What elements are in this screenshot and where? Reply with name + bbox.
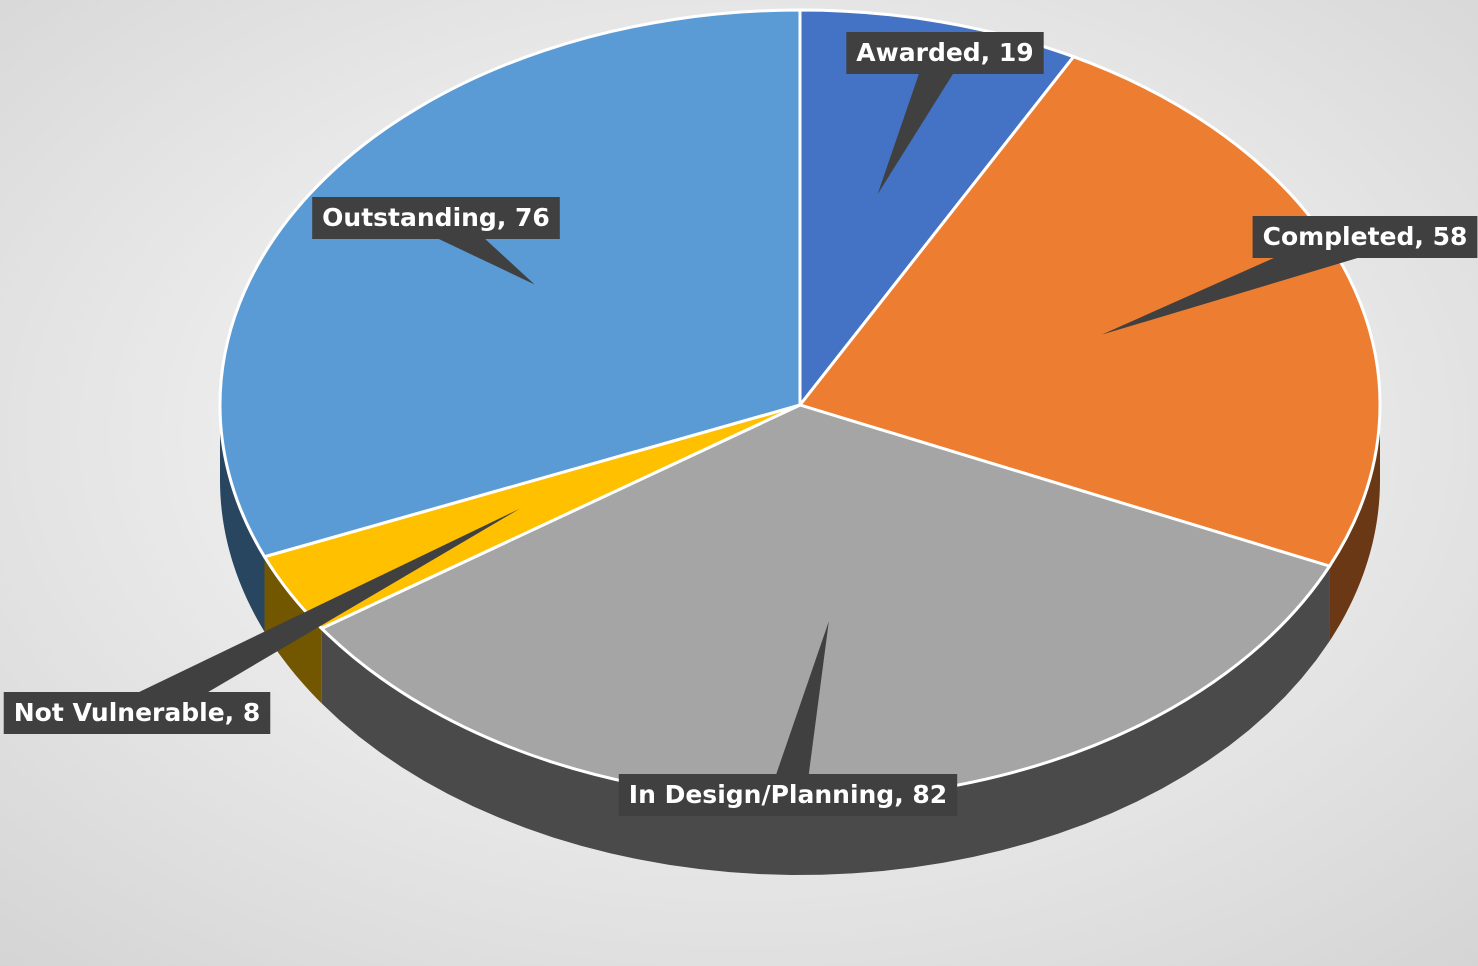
data-label-text: Not Vulnerable, 8: [14, 698, 261, 727]
label-box: [3, 692, 271, 734]
data-label-text: Awarded, 19: [856, 38, 1033, 67]
pie-side: [220, 405, 265, 632]
data-label: Not Vulnerable, 8: [3, 508, 520, 734]
data-label-text: Completed, 58: [1263, 222, 1468, 251]
data-label-text: Outstanding, 76: [322, 203, 550, 232]
data-labels: Awarded, 19 Completed, 58 In Design/Planni…: [3, 32, 1478, 816]
data-label: Outstanding, 76: [312, 197, 560, 285]
label-callout: [770, 621, 829, 800]
pie-tops: [218, 8, 1382, 802]
data-label: Awarded, 19: [846, 32, 1044, 195]
pie-side: [321, 566, 1330, 875]
label-box: [846, 32, 1044, 74]
data-label-text: In Design/Planning, 82: [629, 780, 947, 809]
pie-slice: [798, 8, 1077, 410]
pie-slice: [797, 54, 1382, 568]
label-box: [312, 197, 560, 239]
label-box: [1252, 216, 1478, 258]
label-callout: [877, 45, 962, 195]
data-label: In Design/Planning, 82: [618, 621, 958, 816]
label-box: [618, 774, 958, 816]
label-callout: [128, 508, 520, 729]
data-label: Completed, 58: [1101, 216, 1478, 335]
pie-slice: [218, 8, 802, 559]
